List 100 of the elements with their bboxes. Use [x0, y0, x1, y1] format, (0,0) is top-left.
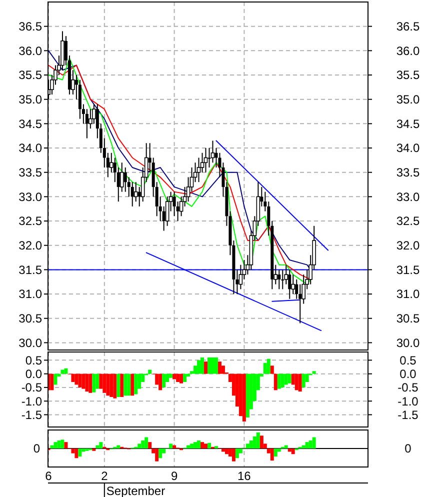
- y2-tick-label: -0.5: [398, 380, 419, 395]
- y2-tick-label: -1.0: [398, 394, 419, 408]
- bar: [246, 374, 250, 418]
- bar: [194, 442, 198, 448]
- candlestick: [172, 191, 176, 217]
- bar: [274, 448, 278, 457]
- bar: [127, 374, 131, 396]
- bar: [200, 357, 204, 374]
- bar: [116, 374, 120, 397]
- y2-tick-label: 36.5: [396, 20, 420, 34]
- bar: [92, 374, 96, 392]
- bar: [302, 445, 306, 448]
- bar: [169, 374, 173, 378]
- y2-tick-label: 31.5: [396, 262, 420, 277]
- y2-tick-label: 30.0: [396, 336, 420, 350]
- bar: [113, 374, 117, 398]
- bar: [270, 366, 274, 374]
- bar: [158, 448, 162, 458]
- bar: [305, 442, 309, 448]
- y-tick-label: 0.0: [25, 367, 42, 382]
- bar: [169, 444, 173, 448]
- bar: [96, 445, 100, 448]
- y-tick-label: 32.0: [18, 238, 42, 253]
- bar: [302, 374, 306, 388]
- y-tick-label: 36.0: [18, 44, 42, 58]
- bar: [172, 374, 176, 380]
- y-tick-label: 35.5: [18, 68, 42, 82]
- bar: [85, 374, 89, 392]
- bar: [284, 374, 288, 385]
- bar: [172, 445, 176, 448]
- bar: [312, 371, 316, 374]
- bar: [260, 436, 264, 448]
- candlestick: [204, 148, 208, 173]
- bar: [274, 374, 278, 390]
- bar: [232, 448, 236, 462]
- y2-tick-label: 36.0: [396, 44, 420, 58]
- bar: [110, 374, 114, 397]
- bar: [102, 374, 106, 393]
- bar: [288, 374, 292, 384]
- x-tick-label: 6: [45, 469, 52, 483]
- bar: [288, 448, 292, 452]
- bar: [263, 362, 267, 374]
- y2-tick-label: 34.0: [396, 141, 420, 156]
- bar: [197, 360, 201, 374]
- bar: [88, 374, 92, 393]
- bar: [64, 368, 68, 374]
- y2-tick-label: 0.0: [400, 367, 417, 382]
- bar: [291, 448, 295, 454]
- bar: [214, 357, 218, 374]
- bar: [155, 448, 159, 462]
- y2-tick-label: 0.5: [400, 353, 417, 368]
- y2-tick-label: 34.5: [396, 116, 420, 131]
- candlestick: [238, 264, 243, 290]
- y-tick-label: 32.5: [18, 214, 42, 228]
- bar: [106, 374, 110, 396]
- bar: [99, 374, 103, 389]
- y-tick-label: 30.5: [18, 312, 42, 326]
- bar: [249, 440, 253, 448]
- ref-line-label: 0: [33, 442, 40, 456]
- y-tick-label: 33.0: [18, 190, 42, 204]
- bar: [312, 437, 316, 448]
- bar: [208, 442, 211, 448]
- y-tick-label: 36.5: [18, 20, 42, 34]
- bar: [116, 445, 120, 448]
- bar: [82, 374, 86, 389]
- y-tick-label: -1.0: [21, 394, 42, 408]
- bar: [277, 374, 281, 389]
- bar: [221, 366, 225, 374]
- y2-tick-label: 35.5: [396, 68, 420, 82]
- bar: [54, 374, 58, 385]
- y-tick-label: 35.0: [18, 92, 42, 107]
- bar: [96, 374, 100, 389]
- bar: [197, 440, 201, 448]
- y-tick-label: -0.5: [21, 380, 42, 395]
- y-tick-label: 34.0: [18, 141, 42, 156]
- bar: [141, 440, 145, 448]
- bar: [71, 374, 75, 382]
- text: 0: [404, 442, 412, 456]
- bar: [144, 437, 148, 448]
- y2-tick-label: 33.0: [396, 190, 420, 204]
- bar: [124, 374, 128, 396]
- y2-tick-label: 35.0: [396, 92, 420, 107]
- y-tick-label: 31.5: [18, 262, 42, 277]
- candlestick: [288, 269, 292, 300]
- bar: [252, 436, 256, 448]
- bar: [99, 442, 103, 448]
- bar: [148, 442, 152, 448]
- bar: [78, 374, 82, 388]
- bar: [158, 374, 162, 390]
- bar: [183, 374, 187, 382]
- y2-tick-label: 30.5: [396, 312, 420, 326]
- bar: [204, 444, 208, 448]
- bar: [298, 374, 302, 392]
- bar: [284, 445, 288, 448]
- y2-tick-label: 31.0: [396, 287, 420, 302]
- candlestick: [134, 182, 138, 202]
- candlestick: [210, 140, 215, 164]
- bar: [246, 444, 250, 448]
- bar: [57, 440, 61, 448]
- candlestick: [196, 157, 201, 183]
